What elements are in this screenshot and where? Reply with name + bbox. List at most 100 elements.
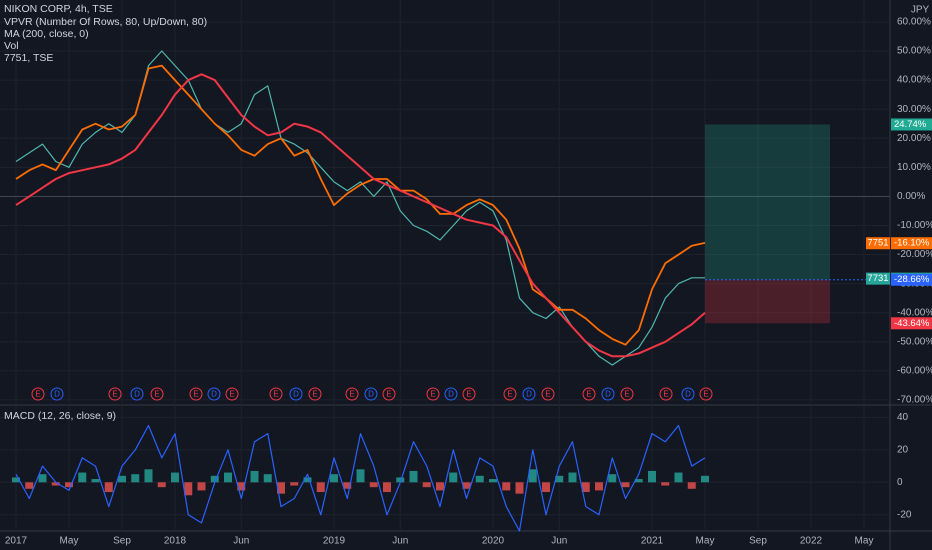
histogram-bar [436,482,444,491]
legend-item: VPVR (Number Of Rows, 80, Up/Down, 80) [4,16,207,28]
y-tick-label: 10.00% [897,162,931,173]
histogram-bar [38,474,47,483]
price-line [15,50,705,366]
histogram-bar [65,482,73,488]
event-marker [382,387,396,401]
histogram-bar [568,472,577,483]
histogram-bar [356,469,365,483]
event-label: E [545,390,550,399]
event-label: E [193,390,198,399]
histogram-bar [263,474,272,483]
event-label: E [466,390,471,399]
event-label: E [312,390,317,399]
histogram-bar [661,482,670,486]
event-label: D [134,390,140,399]
price-label-box [891,237,932,250]
x-tick-label: 2020 [482,536,505,547]
histogram-bar [502,482,511,491]
histogram-bar [462,482,471,489]
loss-zone [705,279,830,324]
y-tick-label: -40.00% [897,307,932,318]
plot [0,50,890,532]
price-label-box [891,273,932,286]
y-tick-label: 30.00% [897,104,931,115]
event-label: E [703,390,708,399]
event-marker [444,387,458,401]
y-tick-label: 20 [897,444,909,455]
chart-title: NIKON CORP, 4h, TSE [4,3,113,15]
event-label: E [507,390,512,399]
histogram-bar [184,482,193,496]
event-label: E [624,390,629,399]
histogram-bar [648,470,656,483]
x-tick-label: Sep [749,536,767,547]
event-label: D [526,390,532,399]
event-marker [364,387,378,401]
histogram-bar [515,482,524,494]
histogram-bar [542,482,550,493]
y-tick-label: 40.00% [897,75,931,86]
y-tick-label: 20.00% [897,133,931,144]
histogram-bar [197,482,206,491]
x-tick-label: Jun [392,536,408,547]
histogram-bar [701,475,709,483]
event-marker [189,387,203,401]
event-label: E [229,390,234,399]
event-marker [601,387,615,401]
histogram-bar [131,474,140,483]
event-label: D [448,390,454,399]
histogram-bar [608,474,617,483]
histogram-bar [409,470,418,483]
histogram-bar [118,475,126,483]
event-marker [150,387,164,401]
profit-zone [705,124,830,280]
event-label: E [112,390,117,399]
event-marker [207,387,221,401]
histogram-bar [91,479,100,483]
histogram-bar [581,482,590,493]
histogram-bar [316,482,325,493]
y-tick-label: 0 [897,477,903,488]
histogram-bar [369,482,378,488]
y-tick-label: 40 [897,412,909,423]
histogram-bar [144,469,153,483]
x-tick-label: May [696,536,715,547]
histogram-bar [237,482,246,491]
histogram-bar [595,482,603,491]
event-marker [582,387,596,401]
histogram-bar [157,482,166,488]
histogram-bar [250,470,259,483]
y-tick-label: 50.00% [897,46,931,57]
histogram-bar [475,475,484,483]
histogram-bar [330,474,338,483]
legend-item: 7751, TSE [4,52,53,64]
y-tick-label: -20 [897,509,912,520]
event-label: E [35,390,40,399]
histogram-bar [449,472,458,483]
x-tick-label: 2019 [323,536,346,547]
event-marker [225,387,239,401]
event-marker [269,387,283,401]
event-marker [620,387,634,401]
currency: JPY [911,5,930,16]
event-label: D [293,390,299,399]
event-label: D [54,390,60,399]
event-label: E [430,390,435,399]
event-marker [345,387,359,401]
histogram-bar [51,482,60,486]
event-marker [462,387,476,401]
y-tick-label: -60.00% [897,365,932,376]
histogram-bar [290,482,299,486]
histogram-bar [25,482,34,489]
price-line [15,64,706,346]
macd-title: MACD (12, 26, close, 9) [4,410,116,422]
x-tick-label: Jun [233,536,249,547]
event-label: D [685,390,691,399]
event-label: E [273,390,278,399]
price-label: -43.64% [894,318,930,329]
event-label: D [605,390,611,399]
histogram-bar [343,482,352,489]
price-label: 24.74% [894,119,927,130]
